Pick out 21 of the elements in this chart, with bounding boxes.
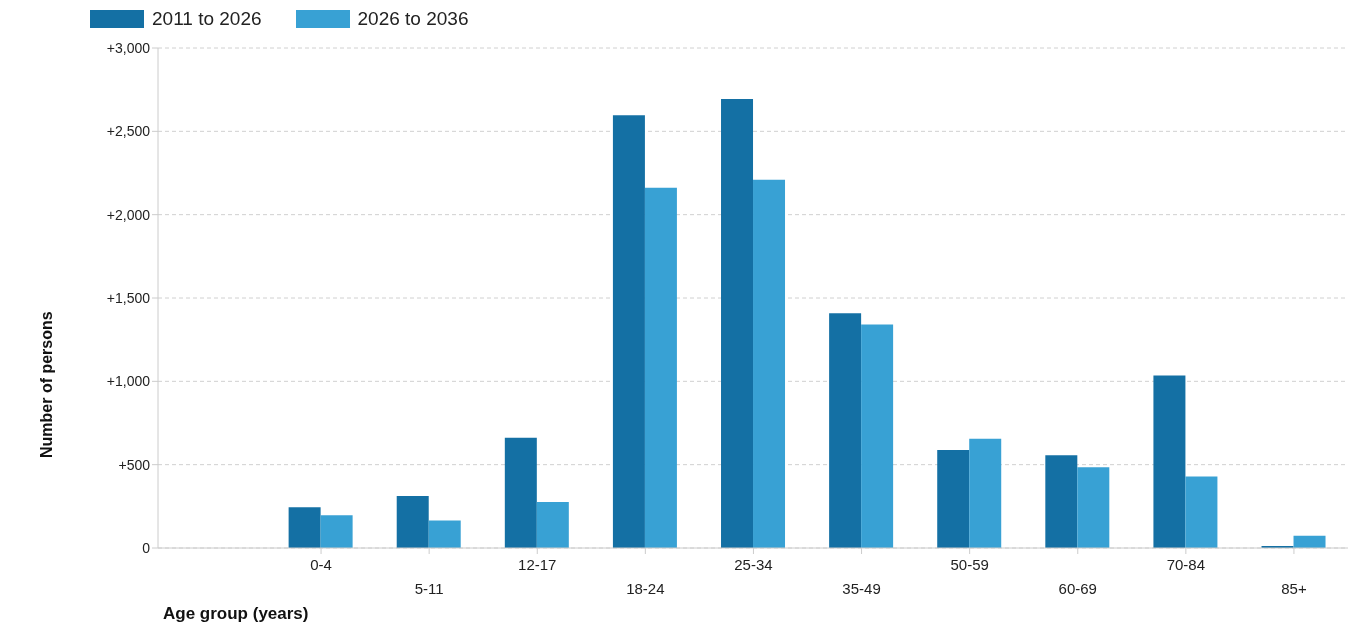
x-axis-title: Age group (years) <box>163 604 309 624</box>
y-tick-label: +2,500 <box>106 123 151 140</box>
x-tick-label: 50-59 <box>950 556 989 573</box>
y-tick-label: 0 <box>142 539 151 556</box>
x-tick-label: 85+ <box>1281 580 1307 597</box>
y-tick-label: +2,000 <box>106 206 151 223</box>
legend-label: 2011 to 2026 <box>152 8 262 30</box>
x-tick-label: 5-11 <box>414 580 444 597</box>
x-tick-label: 35-49 <box>842 580 881 597</box>
y-tick-label: +1,000 <box>106 373 151 390</box>
x-tick-label: 0-4 <box>310 556 332 573</box>
y-tick-label: +3,000 <box>106 39 151 56</box>
x-tick-label: 18-24 <box>626 580 665 597</box>
y-tick-label: +500 <box>118 456 151 473</box>
x-tick-label: 70-84 <box>1166 556 1206 573</box>
legend-label: 2026 to 2036 <box>357 8 469 30</box>
y-axis-title: Number of persons <box>38 311 56 458</box>
x-tick-label: 60-69 <box>1058 580 1097 597</box>
y-tick-label: +1,500 <box>106 289 151 306</box>
x-tick-label: 12-17 <box>518 556 557 573</box>
x-tick-label: 25-34 <box>734 556 773 573</box>
